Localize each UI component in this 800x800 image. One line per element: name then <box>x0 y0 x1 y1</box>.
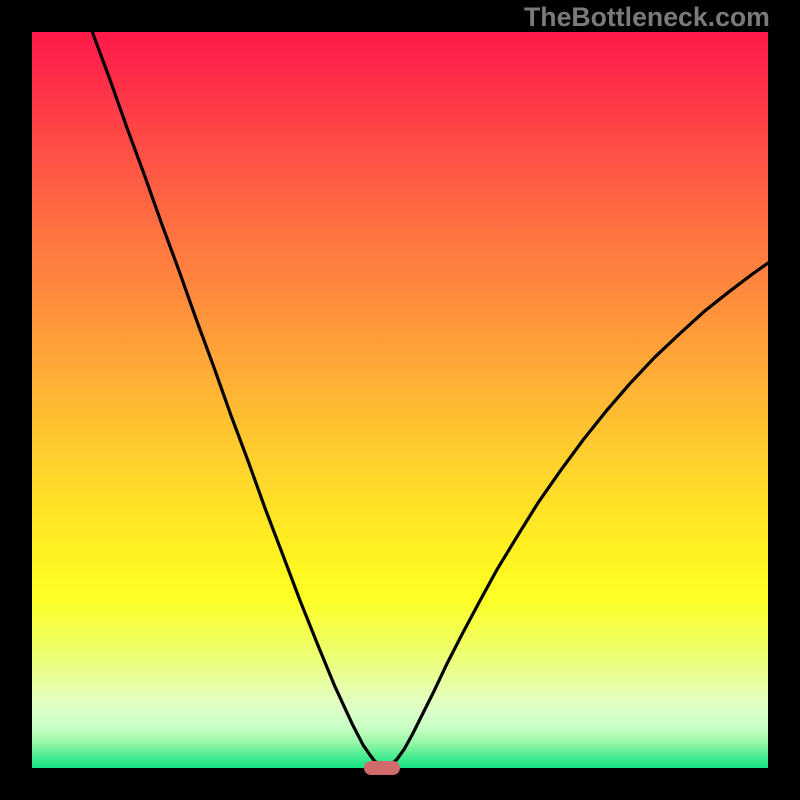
chart-container: TheBottleneck.com <box>0 0 800 800</box>
plot-area <box>32 32 768 768</box>
sweet-spot-marker <box>364 761 400 775</box>
bottleneck-curve <box>92 32 768 767</box>
curve-layer <box>32 32 768 768</box>
watermark-text: TheBottleneck.com <box>524 2 770 33</box>
